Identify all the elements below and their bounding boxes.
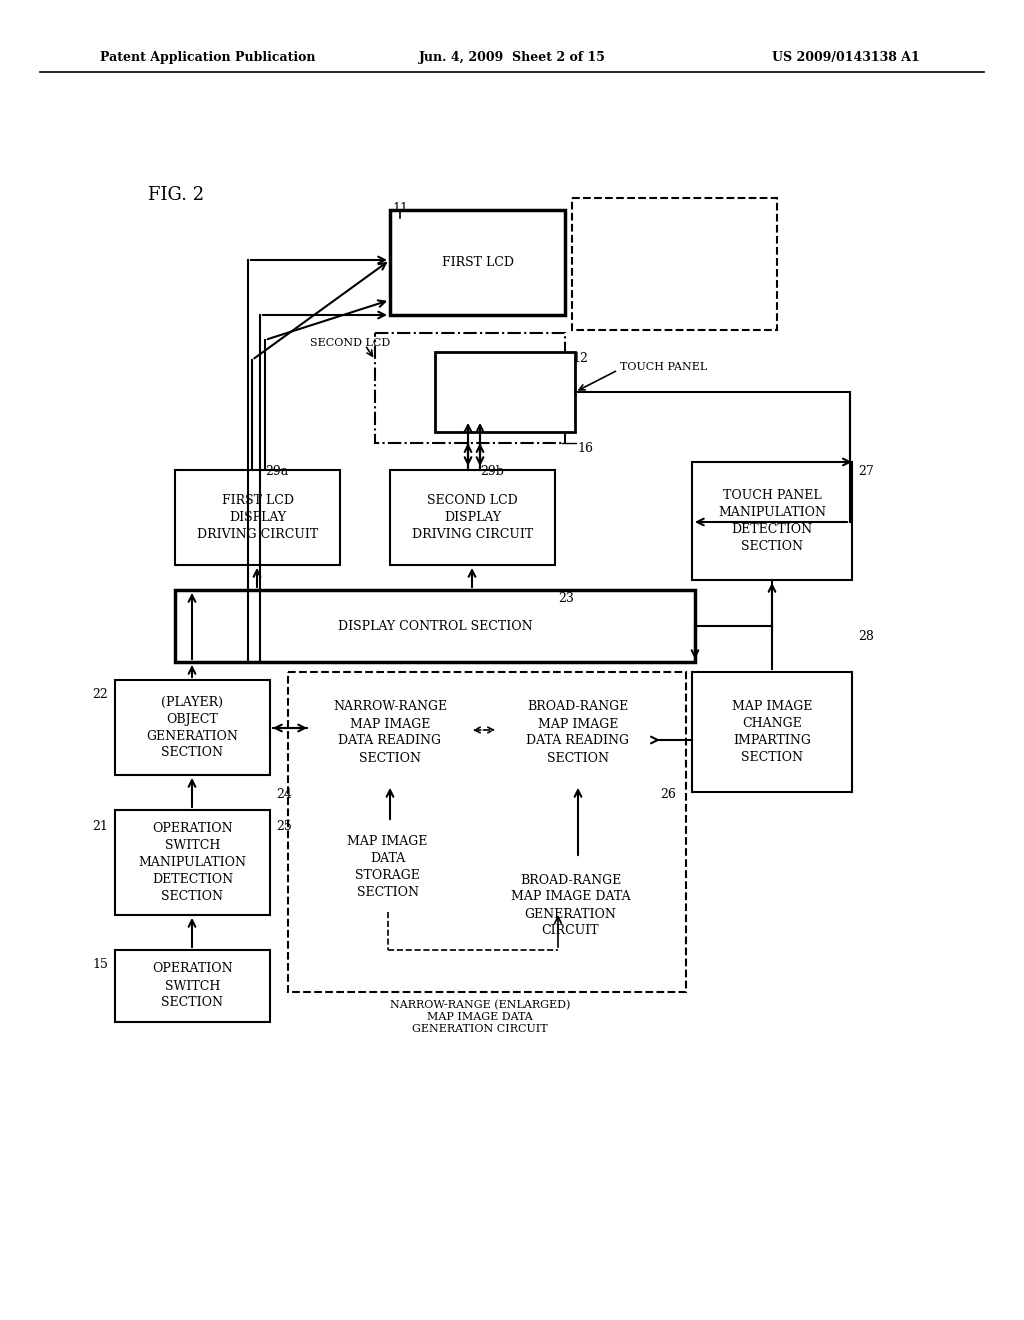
Text: 27: 27	[858, 465, 873, 478]
Bar	[310, 822, 465, 912]
Bar	[692, 462, 852, 579]
Text: 25: 25	[276, 820, 292, 833]
Bar	[572, 198, 777, 330]
Text: Patent Application Publication: Patent Application Publication	[100, 51, 315, 65]
Text: FIRST LCD: FIRST LCD	[441, 256, 513, 269]
Bar	[692, 672, 852, 792]
Text: MAP IMAGE
CHANGE
IMPARTING
SECTION: MAP IMAGE CHANGE IMPARTING SECTION	[732, 700, 812, 764]
Bar	[115, 810, 270, 915]
Text: 11: 11	[392, 202, 408, 215]
Text: TOUCH PANEL: TOUCH PANEL	[620, 362, 708, 372]
Text: FIG. 2: FIG. 2	[148, 186, 204, 205]
Text: 15: 15	[92, 958, 108, 972]
Bar	[375, 333, 565, 444]
Text: OPERATION
SWITCH
MANIPULATION
DETECTION
SECTION: OPERATION SWITCH MANIPULATION DETECTION …	[138, 822, 247, 903]
Text: (PLAYER)
OBJECT
GENERATION
SECTION: (PLAYER) OBJECT GENERATION SECTION	[146, 696, 239, 759]
Bar	[310, 680, 470, 785]
Text: BROAD-RANGE
MAP IMAGE DATA
GENERATION
CIRCUIT: BROAD-RANGE MAP IMAGE DATA GENERATION CI…	[511, 874, 631, 937]
Bar	[288, 672, 686, 993]
Text: US 2009/0143138 A1: US 2009/0143138 A1	[772, 51, 920, 65]
Text: 16: 16	[577, 442, 593, 455]
Text: Jun. 4, 2009  Sheet 2 of 15: Jun. 4, 2009 Sheet 2 of 15	[419, 51, 605, 65]
Bar	[175, 470, 340, 565]
Text: NARROW-RANGE (ENLARGED)
MAP IMAGE DATA
GENERATION CIRCUIT: NARROW-RANGE (ENLARGED) MAP IMAGE DATA G…	[390, 1001, 570, 1034]
Text: 29b: 29b	[480, 465, 504, 478]
Bar	[175, 590, 695, 663]
Text: DISPLAY CONTROL SECTION: DISPLAY CONTROL SECTION	[338, 619, 532, 632]
Text: FIRST LCD
DISPLAY
DRIVING CIRCUIT: FIRST LCD DISPLAY DRIVING CIRCUIT	[197, 494, 318, 541]
Text: 28: 28	[858, 630, 873, 643]
Bar	[390, 210, 565, 315]
Text: 12: 12	[572, 352, 588, 366]
Bar	[483, 858, 658, 953]
Text: SECOND LCD
DISPLAY
DRIVING CIRCUIT: SECOND LCD DISPLAY DRIVING CIRCUIT	[412, 494, 534, 541]
Text: 21: 21	[92, 820, 108, 833]
Bar	[115, 680, 270, 775]
Bar	[390, 470, 555, 565]
Text: BROAD-RANGE
MAP IMAGE
DATA READING
SECTION: BROAD-RANGE MAP IMAGE DATA READING SECTI…	[526, 701, 630, 764]
Text: 24: 24	[276, 788, 292, 801]
Text: OPERATION
SWITCH
SECTION: OPERATION SWITCH SECTION	[153, 962, 232, 1010]
Text: SECOND LCD: SECOND LCD	[310, 338, 390, 348]
Bar	[435, 352, 575, 432]
Text: 29a: 29a	[265, 465, 288, 478]
Text: MAP IMAGE
DATA
STORAGE
SECTION: MAP IMAGE DATA STORAGE SECTION	[347, 836, 428, 899]
Text: 22: 22	[92, 688, 108, 701]
Text: 26: 26	[660, 788, 676, 801]
Bar	[498, 680, 658, 785]
Text: NARROW-RANGE
MAP IMAGE
DATA READING
SECTION: NARROW-RANGE MAP IMAGE DATA READING SECT…	[333, 701, 447, 764]
Text: 23: 23	[558, 591, 573, 605]
Bar	[115, 950, 270, 1022]
Text: TOUCH PANEL
MANIPULATION
DETECTION
SECTION: TOUCH PANEL MANIPULATION DETECTION SECTI…	[718, 488, 826, 553]
